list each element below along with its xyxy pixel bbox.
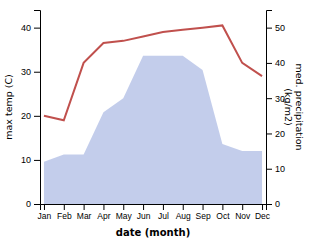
marks	[44, 25, 262, 204]
tick-mark	[34, 116, 40, 117]
tick-label: 0	[26, 199, 31, 209]
tick-mark	[44, 204, 45, 210]
tick-label: Jul	[158, 211, 169, 221]
tick-mark	[203, 204, 204, 210]
tick-mark	[266, 204, 272, 205]
tick-mark	[262, 204, 263, 210]
axis-line	[267, 11, 273, 205]
line	[44, 25, 262, 120]
tick: Jan	[38, 204, 52, 221]
tick-label: 20	[275, 129, 285, 139]
tick-label: 40	[21, 23, 31, 33]
tick-label: 10	[21, 155, 31, 165]
tick-mark	[34, 72, 40, 73]
tick: 50	[266, 23, 285, 33]
chart: Jan Feb Mar Apr May Jun Jul Aug Sep Oct Nov Dec 0 10 2…	[0, 0, 318, 242]
y2-axis-title: med. precipitation(kg/m2)	[283, 63, 304, 150]
tick: 0	[266, 199, 280, 209]
axis-line	[34, 11, 41, 205]
tick-label: May	[116, 211, 133, 221]
tick-label: Jan	[38, 211, 52, 221]
y-axis: 0 10 20 30 40	[21, 11, 41, 210]
area	[44, 56, 262, 204]
tick-label: Aug	[176, 211, 191, 221]
tick: Feb	[57, 204, 72, 221]
tick-mark	[84, 204, 85, 210]
y2-axis: 0 10 20 30 40 50	[266, 11, 285, 210]
axis-line	[41, 205, 267, 211]
tick: 20	[21, 111, 40, 121]
tick-label: Feb	[57, 211, 72, 221]
tick: 40	[21, 23, 40, 33]
tick-mark	[34, 28, 40, 29]
tick-label: 10	[275, 164, 285, 174]
tick-mark	[222, 204, 223, 210]
tick-mark	[103, 204, 104, 210]
tick-label: Mar	[77, 211, 92, 221]
tick-mark	[123, 204, 124, 210]
tick-label: 30	[21, 67, 31, 77]
tick-mark	[266, 28, 272, 29]
tick: Sep	[195, 204, 210, 221]
tick-mark	[266, 63, 272, 64]
tick-mark	[143, 204, 144, 210]
tick-label: 50	[275, 23, 285, 33]
y2-axis-title-line: med. precipitation	[294, 63, 305, 150]
tick: 0	[26, 199, 40, 209]
tick: Apr	[97, 204, 110, 221]
tick-mark	[34, 204, 40, 205]
tick-label: Nov	[235, 211, 251, 221]
y2-axis-title-line: (kg/m2)	[283, 88, 294, 125]
x-axis-title: date (month)	[116, 227, 190, 238]
tick: Oct	[216, 204, 230, 221]
tick: Jun	[137, 204, 151, 221]
tick-mark	[266, 169, 272, 170]
tick-mark	[242, 204, 243, 210]
tick-mark	[266, 98, 272, 99]
tick: 20	[266, 129, 285, 139]
y-axis-title: max temp (C)	[3, 74, 14, 140]
tick: Mar	[77, 204, 92, 221]
tick-label: 40	[275, 58, 285, 68]
tick: Dec	[255, 204, 271, 221]
tick-mark	[183, 204, 184, 210]
x-axis: Jan Feb Mar Apr May Jun Jul Aug Sep Oct Nov Dec	[38, 204, 271, 221]
tick: 10	[266, 164, 285, 174]
tick: 10	[21, 155, 40, 165]
tick-label: Oct	[216, 211, 230, 221]
tick-label: 0	[275, 199, 280, 209]
tick-mark	[64, 204, 65, 210]
tick: 30	[21, 67, 40, 77]
tick: 40	[266, 58, 285, 68]
tick-mark	[266, 133, 272, 134]
tick-mark	[34, 160, 40, 161]
tick-label: 20	[21, 111, 31, 121]
tick: Aug	[176, 204, 191, 221]
tick: May	[116, 204, 133, 221]
tick-label: Apr	[97, 211, 110, 221]
tick: Nov	[235, 204, 251, 221]
tick: 30	[266, 94, 285, 104]
tick: Jul	[158, 204, 169, 221]
tick-label: Dec	[255, 211, 271, 221]
tick-label: Jun	[137, 211, 151, 221]
plot: Jan Feb Mar Apr May Jun Jul Aug Sep Oct Nov Dec 0 10 2…	[3, 11, 305, 239]
tick-mark	[163, 204, 164, 210]
tick-label: Sep	[195, 211, 210, 221]
